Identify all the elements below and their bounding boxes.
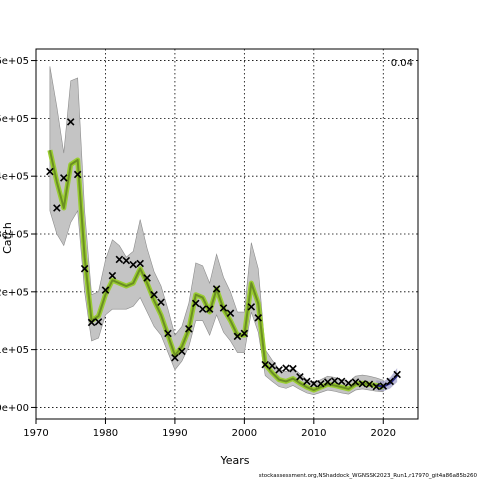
footer-credit: stockassessment.org,NShaddock_WGNSSK2023… [259, 473, 478, 479]
observed-point [185, 325, 193, 333]
observed-point [66, 118, 75, 126]
observed-point [73, 170, 82, 179]
observed-point [254, 314, 263, 322]
observed-point [275, 366, 283, 374]
observed-point [164, 329, 172, 338]
observed-point [80, 264, 89, 273]
x-tick-label: 2000 [232, 428, 257, 439]
observed-point [310, 379, 318, 388]
forecast-line [376, 374, 398, 388]
observed-point [150, 290, 158, 299]
y-axis: 0e+00 1e+05 2e+05 3e+05 4e+05 5e+05 6e+05 [0, 56, 36, 414]
y-tick-label: 3e+05 [0, 230, 29, 241]
observed-point [240, 329, 249, 338]
observed-point [122, 256, 131, 265]
observed-point [344, 379, 353, 387]
observed-point [226, 309, 235, 317]
observed-point [129, 260, 138, 269]
observed-point [296, 373, 304, 381]
plot-area [35, 48, 419, 420]
observed-point [219, 304, 228, 312]
observed-point [358, 379, 367, 388]
observed-point [198, 305, 207, 313]
observed-point [282, 364, 290, 372]
observed-point [136, 259, 144, 268]
observed-point [171, 353, 179, 362]
observed-point [372, 382, 381, 391]
y-tick-label: 5e+05 [0, 114, 29, 125]
x-axis: 1970 1980 1990 2000 2010 2020 [23, 419, 396, 439]
observed-point [247, 303, 256, 311]
observed-point [115, 255, 124, 264]
observed-point [178, 347, 186, 356]
y-axis-title: Catch [1, 222, 14, 254]
observed-point [268, 362, 276, 370]
observed-point [393, 370, 401, 379]
observed-point [108, 271, 117, 280]
observed-point [191, 299, 200, 308]
observed-point [261, 360, 269, 369]
x-tick-label: 1980 [93, 428, 118, 439]
y-tick-label: 1e+05 [0, 345, 29, 356]
observed-point [379, 382, 388, 390]
observed-point [351, 378, 360, 386]
observed-point [143, 274, 151, 282]
observed-point [94, 318, 103, 326]
y-tick-label: 6e+05 [0, 56, 29, 67]
y-tick-label: 4e+05 [0, 172, 29, 183]
observed-point [212, 285, 221, 293]
observed-point [365, 380, 374, 389]
observed-point [289, 364, 297, 373]
observed-point [53, 204, 61, 212]
observed-point [101, 286, 110, 294]
observed-point [316, 379, 325, 388]
x-tick-label: 1970 [23, 428, 48, 439]
observed-point [323, 378, 332, 386]
observed-point [157, 298, 165, 306]
plot-frame [35, 48, 419, 420]
x-axis-title: Years [219, 454, 249, 467]
observed-point [60, 174, 68, 182]
x-tick-label: 1990 [162, 428, 187, 439]
observed-point [205, 305, 214, 313]
y-tick-label: 0e+00 [0, 403, 29, 414]
observed-point [386, 377, 394, 386]
confidence-band-area [49, 66, 384, 396]
observed-point [46, 167, 54, 176]
x-tick-label: 2010 [301, 428, 326, 439]
observed-series [46, 118, 401, 391]
observed-point [303, 377, 311, 386]
y-tick-label: 2e+05 [0, 287, 29, 298]
observed-point [330, 377, 339, 385]
observed-point [233, 332, 242, 341]
x-tick-label: 2020 [371, 428, 396, 439]
observed-point [337, 377, 346, 386]
observed-point [87, 318, 96, 327]
corner-label: 0.04 [391, 58, 413, 69]
